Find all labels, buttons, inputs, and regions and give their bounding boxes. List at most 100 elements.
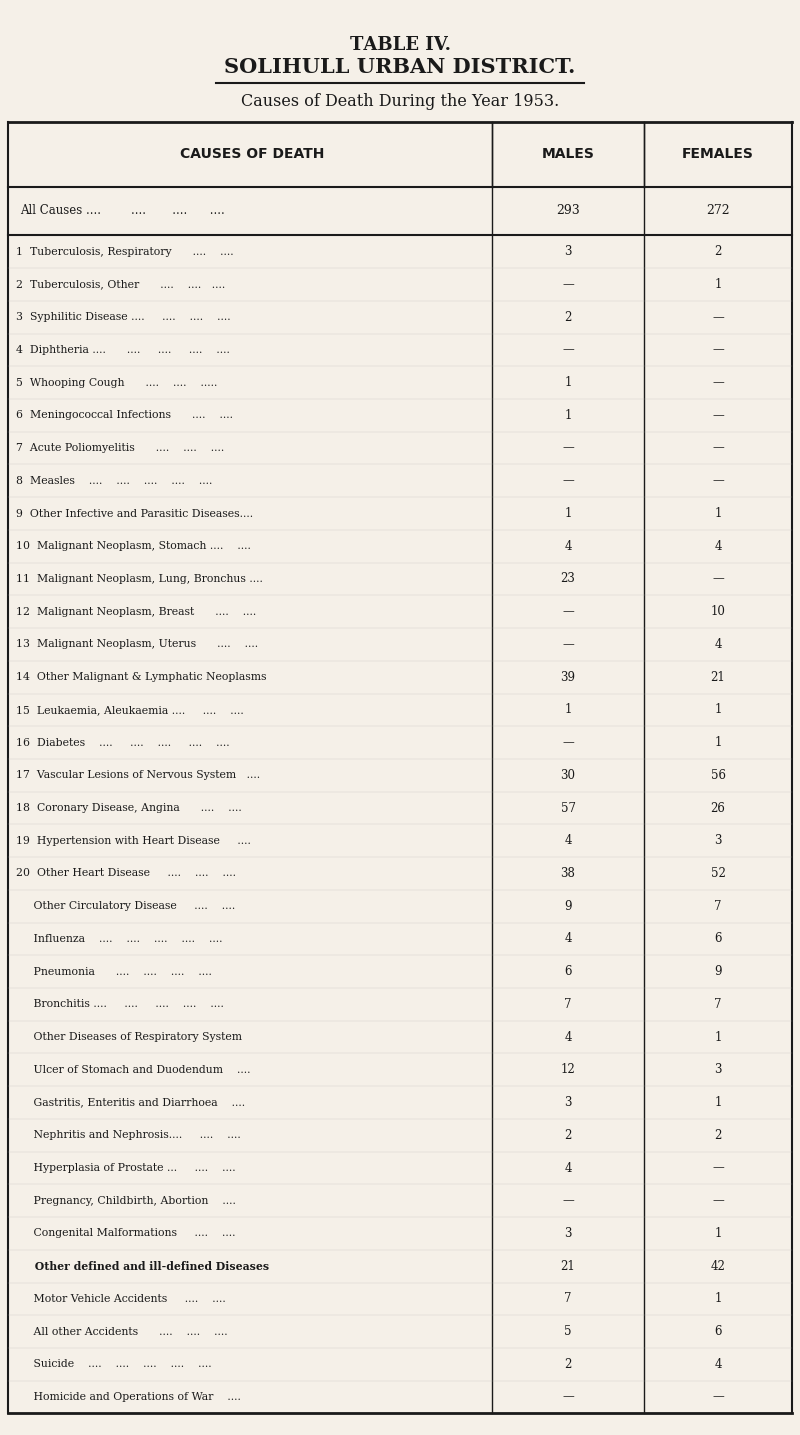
Text: 7  Acute Poliomyelitis      ....    ....    ....: 7 Acute Poliomyelitis .... .... .... (16, 443, 224, 453)
Text: T​ABLE IV.: T​ABLE IV. (350, 36, 450, 55)
Text: Causes of Death During the Year 1953.: Causes of Death During the Year 1953. (241, 93, 559, 110)
Text: —: — (712, 343, 724, 356)
Text: 21: 21 (710, 670, 726, 683)
Text: 1: 1 (714, 1227, 722, 1240)
Text: 4: 4 (714, 1358, 722, 1370)
Text: 3: 3 (564, 1227, 572, 1240)
Text: 7: 7 (564, 1293, 572, 1306)
Text: —: — (712, 1391, 724, 1403)
Text: 1: 1 (564, 507, 572, 519)
Text: —: — (712, 310, 724, 324)
Text: 4  Diphtheria ....      ....     ....     ....    ....: 4 Diphtheria .... .... .... .... .... (16, 344, 230, 354)
Text: 19  Hypertension with Heart Disease     ....: 19 Hypertension with Heart Disease .... (16, 835, 251, 845)
Text: 4: 4 (564, 1161, 572, 1174)
Text: —: — (712, 573, 724, 585)
Text: Bronchitis ....     ....     ....    ....    ....: Bronchitis .... .... .... .... .... (16, 999, 224, 1009)
Text: 1: 1 (564, 703, 572, 716)
Text: 1: 1 (714, 1293, 722, 1306)
Text: 57: 57 (561, 802, 575, 815)
Text: —: — (562, 1194, 574, 1207)
Text: 3: 3 (564, 245, 572, 258)
Text: All other Accidents      ....    ....    ....: All other Accidents .... .... .... (16, 1327, 228, 1336)
Text: 6: 6 (714, 933, 722, 946)
Text: 14  Other Malignant & Lymphatic Neoplasms: 14 Other Malignant & Lymphatic Neoplasms (16, 672, 266, 682)
Text: MALES: MALES (542, 148, 594, 161)
Text: 11  Malignant Neoplasm, Lung, Bronchus ....: 11 Malignant Neoplasm, Lung, Bronchus ..… (16, 574, 263, 584)
Text: 2  Tuberculosis, Other      ....    ....   ....: 2 Tuberculosis, Other .... .... .... (16, 280, 226, 290)
Text: 21: 21 (561, 1260, 575, 1273)
Text: 4: 4 (714, 540, 722, 552)
Text: 4: 4 (714, 639, 722, 651)
Text: Suicide    ....    ....    ....    ....    ....: Suicide .... .... .... .... .... (16, 1359, 212, 1369)
Text: 18  Coronary Disease, Angina      ....    ....: 18 Coronary Disease, Angina .... .... (16, 804, 242, 814)
Text: 4: 4 (564, 834, 572, 847)
Text: 6: 6 (714, 1325, 722, 1339)
Text: 3  Syphilitic Disease ....     ....    ....    ....: 3 Syphilitic Disease .... .... .... .... (16, 313, 230, 321)
Text: 1  Tuberculosis, Respiratory      ....    ....: 1 Tuberculosis, Respiratory .... .... (16, 247, 234, 257)
Text: 42: 42 (710, 1260, 726, 1273)
Text: 2: 2 (564, 1358, 572, 1370)
Text: 10  Malignant Neoplasm, Stomach ....    ....: 10 Malignant Neoplasm, Stomach .... .... (16, 541, 251, 551)
Text: 293: 293 (556, 204, 580, 218)
Text: All Causes ....        ....       ....      ....: All Causes .... .... .... .... (20, 204, 225, 218)
Text: —: — (562, 278, 574, 291)
Text: 4: 4 (564, 540, 572, 552)
Text: 3: 3 (714, 1063, 722, 1076)
Text: 1: 1 (714, 507, 722, 519)
Text: CAUSES OF DEATH: CAUSES OF DEATH (180, 148, 324, 161)
Text: 2: 2 (714, 1129, 722, 1142)
Text: 5: 5 (564, 1325, 572, 1339)
Text: —: — (562, 639, 574, 651)
Text: Nephritis and Nephrosis....     ....    ....: Nephritis and Nephrosis.... .... .... (16, 1131, 241, 1141)
Text: 10: 10 (710, 606, 726, 618)
Text: 7: 7 (714, 900, 722, 913)
Text: 1: 1 (714, 1030, 722, 1043)
Text: 12  Malignant Neoplasm, Breast      ....    ....: 12 Malignant Neoplasm, Breast .... .... (16, 607, 256, 617)
Text: 5  Whooping Cough      ....    ....    .....: 5 Whooping Cough .... .... ..... (16, 377, 218, 387)
Text: Other Circulatory Disease     ....    ....: Other Circulatory Disease .... .... (16, 901, 235, 911)
Text: 4: 4 (564, 1030, 572, 1043)
Text: —: — (562, 606, 574, 618)
Text: —: — (562, 475, 574, 488)
Text: 9  Other Infective and Parasitic Diseases....: 9 Other Infective and Parasitic Diseases… (16, 508, 253, 518)
Text: Ulcer of Stomach and Duodendum    ....: Ulcer of Stomach and Duodendum .... (16, 1065, 250, 1075)
Text: 9: 9 (564, 900, 572, 913)
Text: 6  Meningococcal Infections      ....    ....: 6 Meningococcal Infections .... .... (16, 410, 233, 420)
Text: —: — (712, 409, 724, 422)
Text: 39: 39 (561, 670, 575, 683)
Text: —: — (712, 1194, 724, 1207)
Text: SOLIHULL URBAN DISTRICT.: SOLIHULL URBAN DISTRICT. (224, 57, 576, 77)
Text: 56: 56 (710, 769, 726, 782)
Text: Pregnancy, Childbirth, Abortion    ....: Pregnancy, Childbirth, Abortion .... (16, 1195, 236, 1205)
Text: —: — (562, 1391, 574, 1403)
Text: —: — (562, 442, 574, 455)
Text: —: — (712, 376, 724, 389)
Text: —: — (712, 1161, 724, 1174)
Text: 6: 6 (564, 966, 572, 979)
Text: Gastritis, Enteritis and Diarrhoea    ....: Gastritis, Enteritis and Diarrhoea .... (16, 1098, 245, 1108)
Text: FEMALES: FEMALES (682, 148, 754, 161)
Text: 3: 3 (564, 1096, 572, 1109)
Text: 52: 52 (710, 867, 726, 880)
Text: 30: 30 (561, 769, 575, 782)
Text: 2: 2 (564, 1129, 572, 1142)
Text: 38: 38 (561, 867, 575, 880)
Text: Other Diseases of Respiratory System: Other Diseases of Respiratory System (16, 1032, 242, 1042)
Text: 1: 1 (564, 409, 572, 422)
Text: Congenital Malformations     ....    ....: Congenital Malformations .... .... (16, 1228, 235, 1238)
Text: 1: 1 (714, 1096, 722, 1109)
Text: 272: 272 (706, 204, 730, 218)
Text: —: — (712, 442, 724, 455)
Text: 2: 2 (714, 245, 722, 258)
Text: 8  Measles    ....    ....    ....    ....    ....: 8 Measles .... .... .... .... .... (16, 476, 212, 486)
Text: —: — (562, 736, 574, 749)
Text: 1: 1 (714, 278, 722, 291)
Text: —: — (562, 343, 574, 356)
Text: 20  Other Heart Disease     ....    ....    ....: 20 Other Heart Disease .... .... .... (16, 868, 236, 878)
Text: Other defined and ill-defined Diseases: Other defined and ill-defined Diseases (16, 1261, 269, 1271)
Text: 12: 12 (561, 1063, 575, 1076)
Text: Hyperplasia of Prostate ...     ....    ....: Hyperplasia of Prostate ... .... .... (16, 1162, 236, 1172)
Text: 1: 1 (564, 376, 572, 389)
Text: Influenza    ....    ....    ....    ....    ....: Influenza .... .... .... .... .... (16, 934, 222, 944)
Text: 23: 23 (561, 573, 575, 585)
